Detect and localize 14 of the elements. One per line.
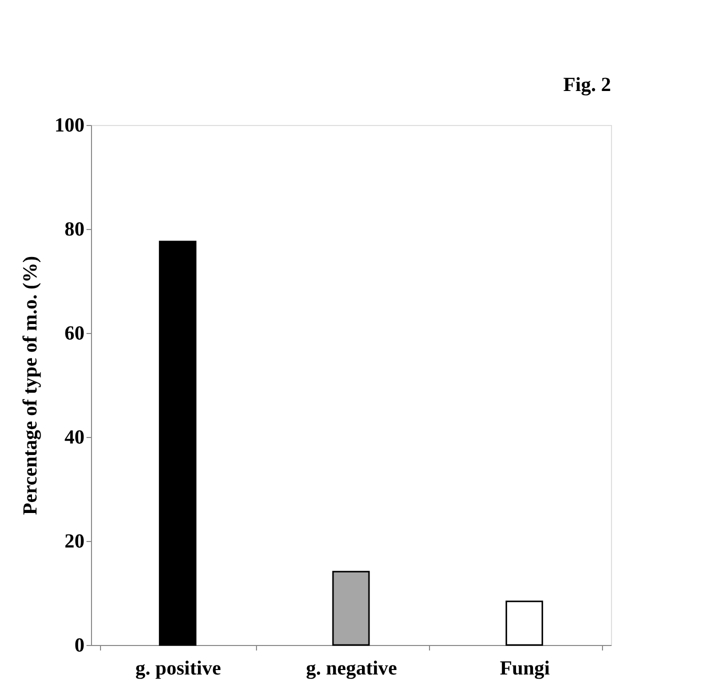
y-axis-title: Percentage of type of m.o. (%) [20,256,42,515]
x-tick-label: g. positive [135,658,222,680]
x-tick-label: g. negative [306,658,398,680]
y-tick-label: 20 [64,530,84,552]
caption: Fig. 2 [563,74,611,96]
y-tick-label: 100 [54,114,84,136]
bar [332,570,370,646]
y-tick-label: 80 [64,218,84,240]
x-tick-label: Fungi [500,658,550,680]
y-tick-label: 0 [74,634,84,656]
y-tick-label: 60 [64,322,84,344]
bar [158,240,196,646]
y-tick-label: 40 [64,426,84,448]
bar [506,600,544,646]
